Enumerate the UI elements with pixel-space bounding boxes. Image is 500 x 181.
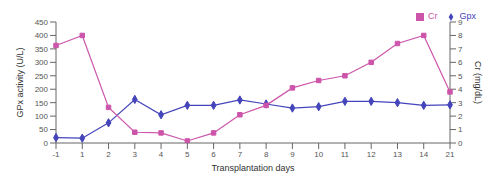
svg-text:8: 8 [264,150,269,159]
svg-text:6: 6 [458,58,463,67]
svg-text:4: 4 [159,150,164,159]
svg-text:11: 11 [341,150,350,159]
svg-text:450: 450 [35,18,49,27]
svg-text:9: 9 [458,18,463,27]
svg-text:5: 5 [185,150,190,159]
svg-text:8: 8 [458,31,463,40]
svg-text:1: 1 [80,150,85,159]
svg-text:Cr (mg/dL): Cr (mg/dL) [473,61,483,104]
svg-text:GPx activity (U/L): GPx activity (U/L) [15,47,25,117]
svg-text:14: 14 [419,150,428,159]
svg-text:3: 3 [458,99,463,108]
svg-text:350: 350 [35,45,49,54]
svg-text:1: 1 [458,125,463,134]
svg-text:400: 400 [35,31,49,40]
html-text:Cr: Cr [428,11,438,21]
svg-text:50: 50 [39,125,48,134]
svg-text:2: 2 [458,112,463,121]
svg-text:0: 0 [458,139,463,148]
svg-text:0: 0 [44,139,49,148]
svg-text:10: 10 [314,150,323,159]
svg-text:200: 200 [35,85,49,94]
svg-text:150: 150 [35,99,49,108]
svg-text:Transplantation days: Transplantation days [211,163,295,173]
svg-text:5: 5 [458,72,463,81]
svg-text:100: 100 [35,112,49,121]
svg-text:9: 9 [290,150,295,159]
svg-text:2: 2 [106,150,111,159]
svg-text:3: 3 [133,150,138,159]
svg-text:4: 4 [458,85,463,94]
html-text:Gpx: Gpx [459,11,476,21]
svg-text:-1: -1 [52,150,60,159]
svg-text:7: 7 [458,45,463,54]
svg-text:12: 12 [367,150,376,159]
svg-text:21: 21 [446,150,455,159]
svg-text:300: 300 [35,58,49,67]
svg-text:6: 6 [211,150,216,159]
svg-text:250: 250 [35,72,49,81]
svg-text:13: 13 [393,150,402,159]
svg-text:7: 7 [238,150,243,159]
